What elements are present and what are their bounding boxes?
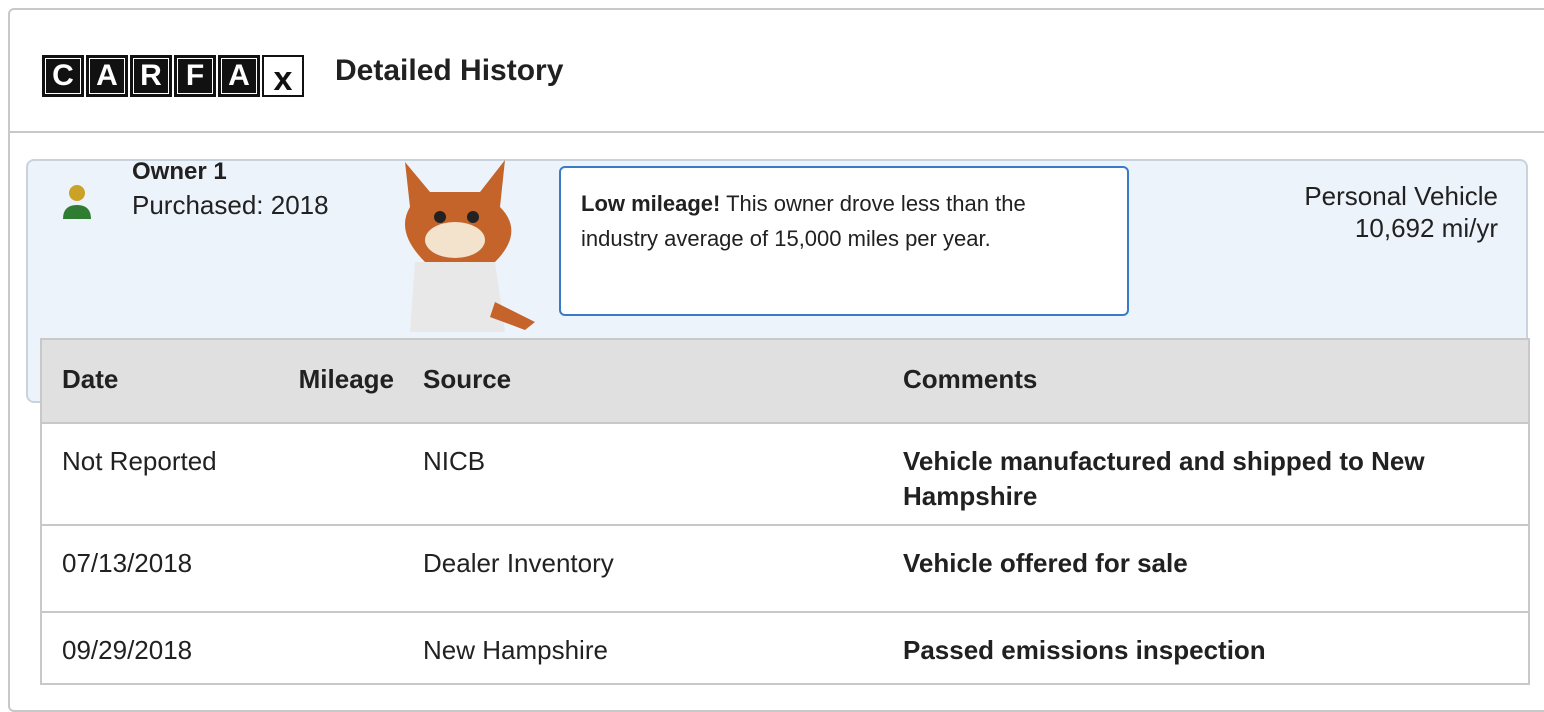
cell-source: New Hampshire xyxy=(423,633,608,668)
table-row: 07/13/2018 Dealer Inventory Vehicle offere… xyxy=(42,526,1528,613)
column-header: Date xyxy=(62,364,118,395)
history-table: Date Mileage Source Comments Not Reported NIC… xyxy=(40,338,1530,685)
owner-name: Owner 1 xyxy=(132,158,227,186)
cell-date: 09/29/2018 xyxy=(62,633,232,668)
logo-letter: A xyxy=(86,55,128,97)
divider xyxy=(8,131,1544,133)
logo-letter: A xyxy=(218,55,260,97)
annual-mileage: 10,692 mi/yr xyxy=(1355,213,1498,244)
table-row: 09/29/2018 New Hampshire Passed emissions … xyxy=(42,613,1528,683)
callout-lead: Low mileage! xyxy=(581,191,720,216)
logo-letter: C xyxy=(42,55,84,97)
cell-date: Not Reported xyxy=(62,444,232,479)
table-row: Not Reported NICB Vehicle manufactured and… xyxy=(42,424,1528,526)
vehicle-usage: Personal Vehicle xyxy=(1304,181,1498,212)
owner-purchased: Purchased: 2018 xyxy=(132,190,329,221)
cell-comments: Passed emissions inspection xyxy=(903,633,1503,668)
fox-mascot xyxy=(385,152,540,337)
owner-icon xyxy=(60,183,96,223)
column-header: Source xyxy=(423,364,511,395)
callout: Low mileage! This owner drove less than … xyxy=(559,166,1129,316)
cell-date: 07/13/2018 xyxy=(62,546,232,581)
column-header: Comments xyxy=(903,364,1037,395)
header-title: Detailed History xyxy=(335,54,563,88)
table-header: Date Mileage Source Comments xyxy=(42,338,1528,424)
cell-source: Dealer Inventory xyxy=(423,546,614,581)
cell-comments: Vehicle manufactured and shipped to New … xyxy=(903,444,1503,514)
cell-comments: Vehicle offered for sale xyxy=(903,546,1503,581)
column-header: Mileage xyxy=(299,364,394,395)
cell-source: NICB xyxy=(423,444,485,479)
logo-letter: x xyxy=(262,55,304,97)
logo-letter: R xyxy=(130,55,172,97)
logo-letter: F xyxy=(174,55,216,97)
